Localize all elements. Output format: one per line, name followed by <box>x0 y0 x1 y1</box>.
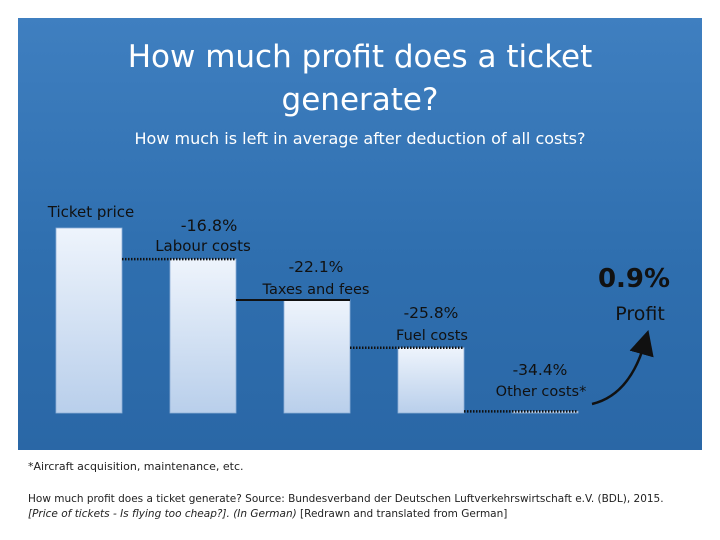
category-label-ticket-price: Ticket price <box>47 203 134 221</box>
title-line-2: generate? <box>281 82 439 118</box>
source-line-2-rest: [Redrawn and translated from German] <box>296 508 508 520</box>
title-line-1: How much profit does a ticket <box>127 39 593 75</box>
bar-fuel-costs <box>397 347 465 414</box>
footnote: *Aircraft acquisition, maintenance, etc. <box>28 460 244 473</box>
value-label-labour-costs: -16.8% <box>181 216 238 235</box>
bar-ticket-price <box>55 227 123 414</box>
category-label-taxes-and-fees: Taxes and fees <box>262 282 370 298</box>
blue-panel <box>18 18 702 450</box>
category-label-profit: Profit <box>615 303 665 325</box>
chart-subtitle: How much is left in average after deduct… <box>134 129 586 148</box>
category-label-labour-costs: Labour costs <box>155 237 251 255</box>
value-label-fuel-costs: -25.8% <box>404 304 459 322</box>
source-citation: How much profit does a ticket generate? … <box>28 492 708 522</box>
source-line-2-title: [Price of tickets - Is flying too cheap?… <box>28 508 297 520</box>
value-label-other-costs: -34.4% <box>513 361 568 379</box>
value-label-profit: 0.9% <box>598 264 670 294</box>
profit-arrow <box>591 329 654 406</box>
category-label-other-costs: Other costs* <box>496 384 587 400</box>
category-label-fuel-costs: Fuel costs <box>396 328 468 344</box>
bar-taxes-and-fees <box>283 299 351 414</box>
chart-title: How much profit does a ticket generate? <box>110 36 610 122</box>
source-line-1: How much profit does a ticket generate? … <box>28 493 664 505</box>
value-label-taxes-and-fees: -22.1% <box>289 258 344 276</box>
bar-labour-costs <box>169 258 237 414</box>
